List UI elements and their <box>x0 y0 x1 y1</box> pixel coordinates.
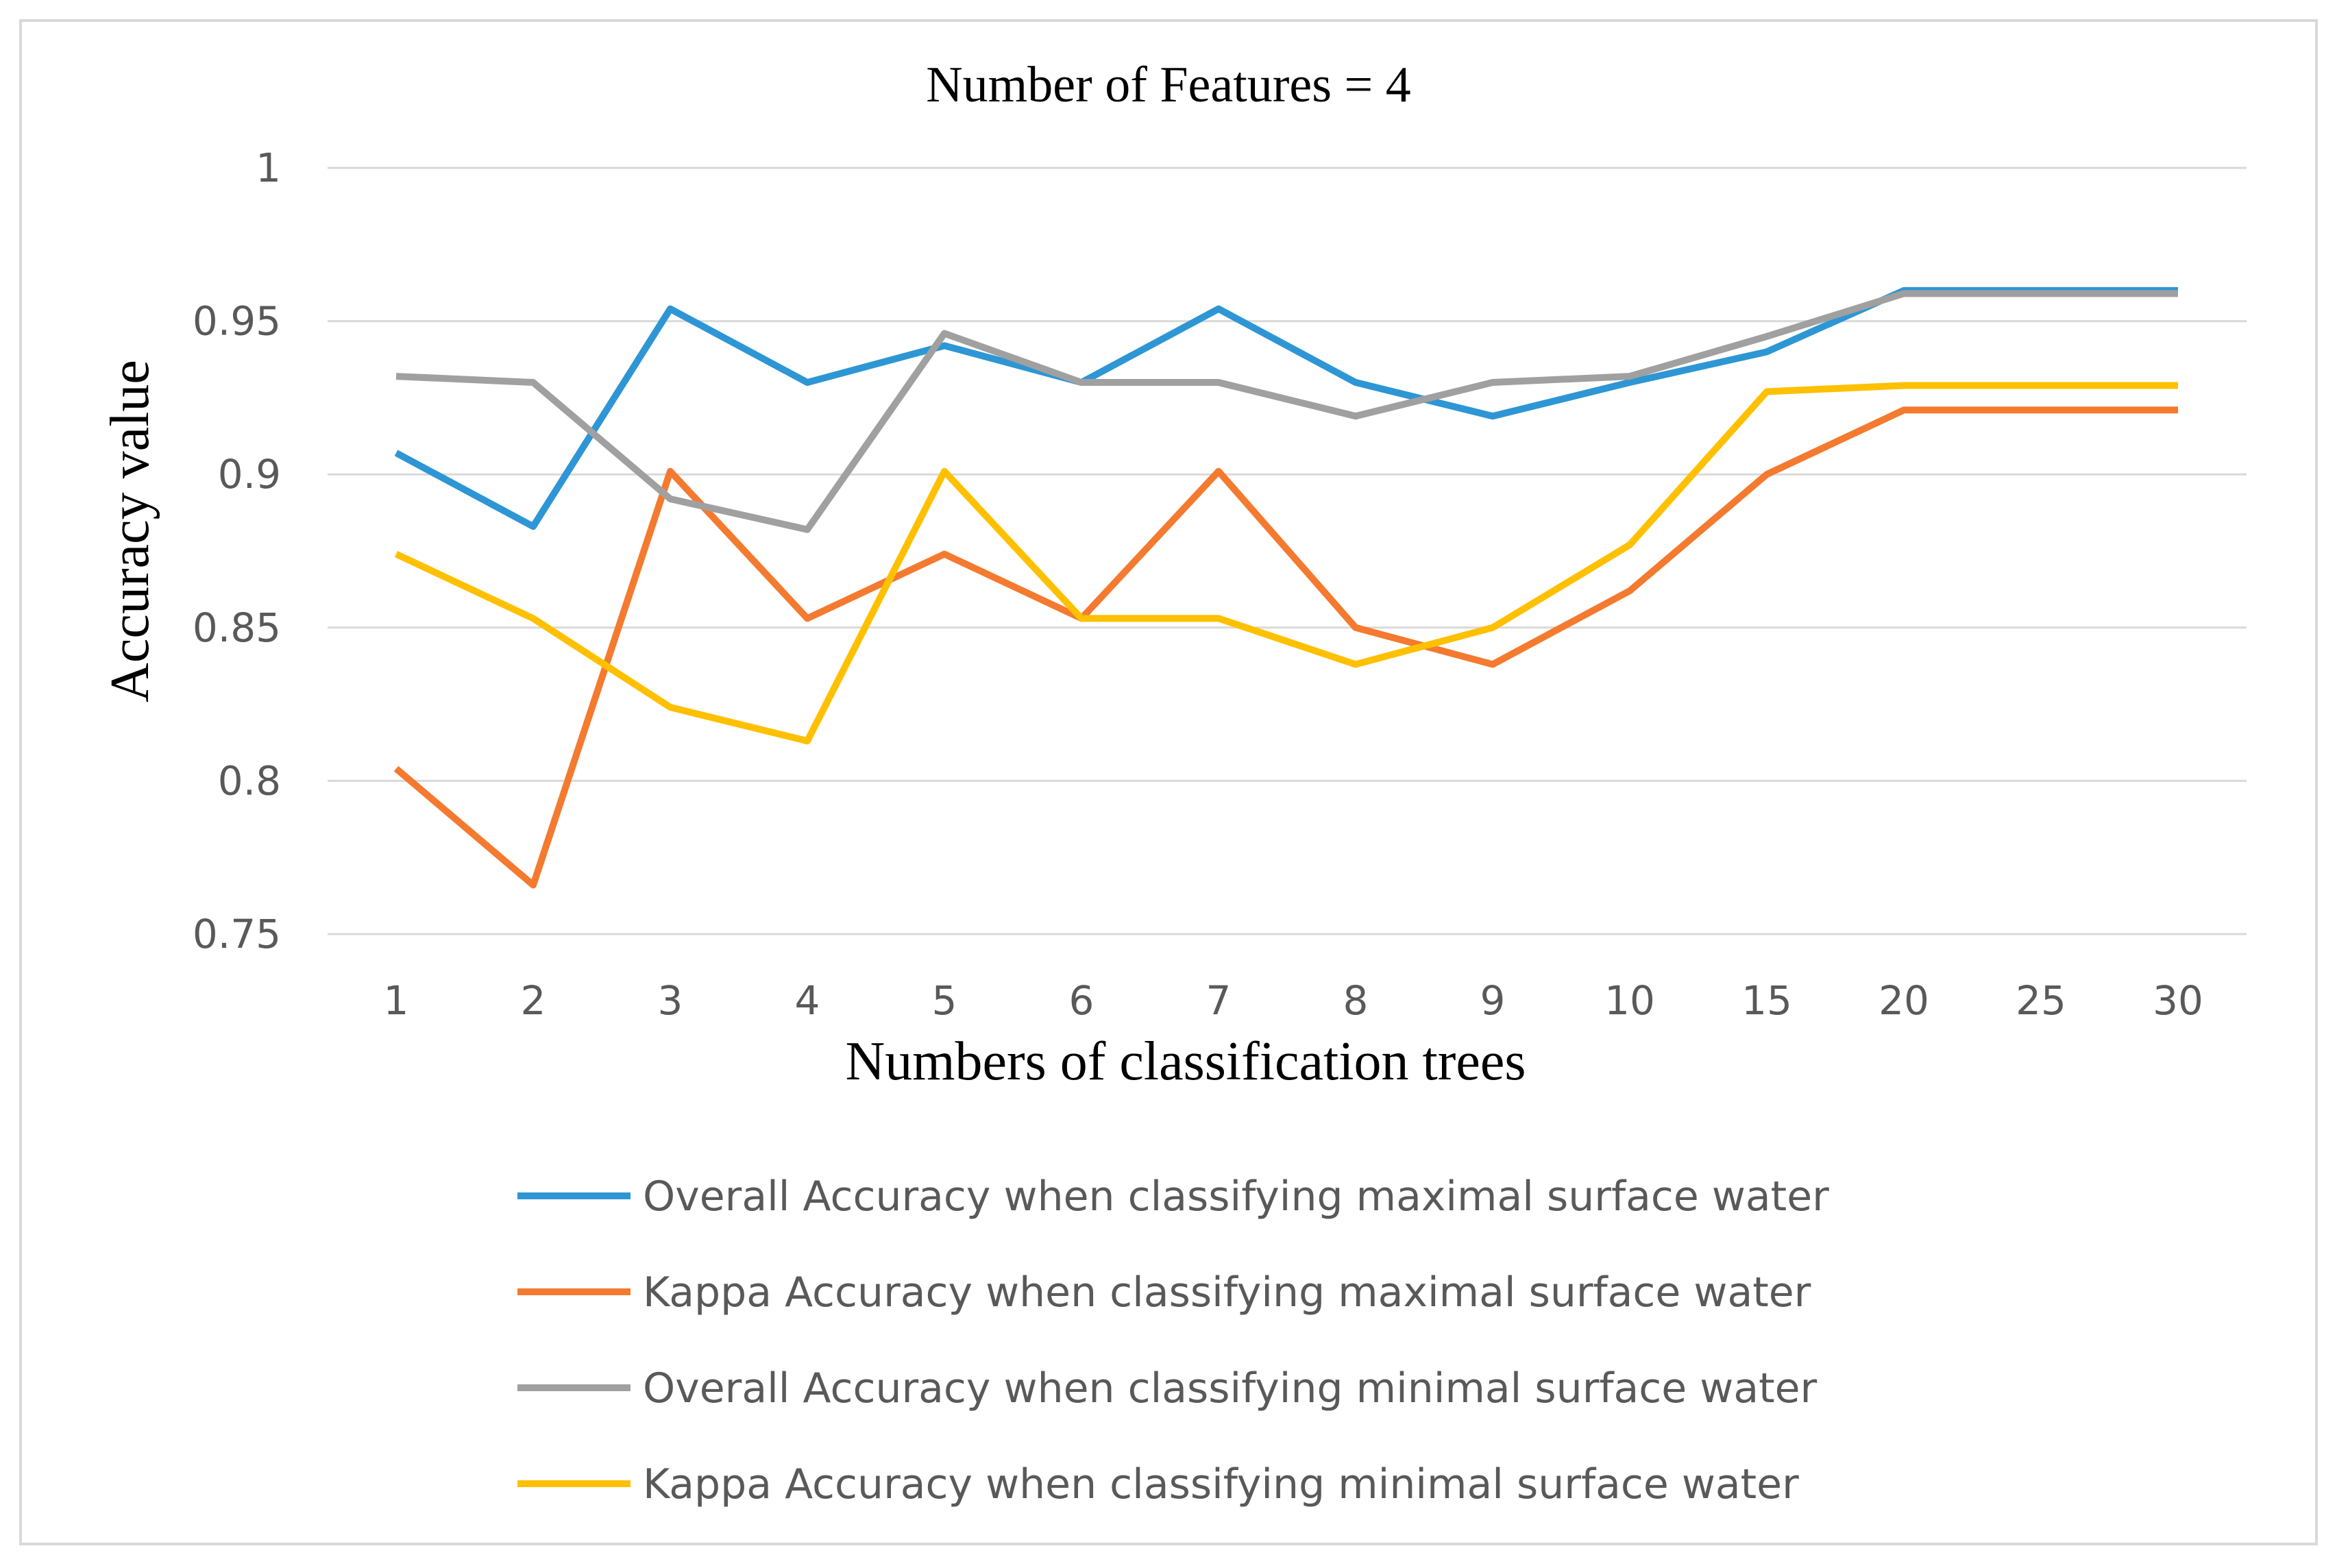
x-tick-label: 2 <box>521 977 546 1024</box>
legend-item: Overall Accuracy when classifying maxima… <box>517 1173 1829 1221</box>
legend-label: Overall Accuracy when classifying maxima… <box>643 1173 1829 1221</box>
y-tick-label: 0.95 <box>193 298 281 345</box>
chart-title: Number of Features = 4 <box>926 57 1411 113</box>
x-tick-label: 1 <box>384 977 409 1024</box>
y-tick-label: 0.85 <box>193 604 281 651</box>
y-tick-label: 0.75 <box>193 911 281 957</box>
legend-item: Kappa Accuracy when classifying minimal … <box>517 1460 1799 1508</box>
x-tick-label: 10 <box>1604 977 1655 1024</box>
x-tick-label: 4 <box>795 977 820 1024</box>
x-tick-label: 6 <box>1069 977 1094 1024</box>
y-tick-label: 1 <box>256 145 281 191</box>
x-tick-label: 25 <box>2016 977 2066 1024</box>
x-tick-label: 20 <box>1879 977 1929 1024</box>
legend-label: Kappa Accuracy when classifying maximal … <box>643 1269 1811 1316</box>
x-tick-label: 8 <box>1343 977 1369 1024</box>
legend-label: Kappa Accuracy when classifying minimal … <box>643 1460 1799 1508</box>
x-tick-label: 5 <box>932 977 957 1024</box>
y-axis-label: Accuracy value <box>100 360 160 702</box>
legend-item: Overall Accuracy when classifying minima… <box>517 1364 1818 1412</box>
legend-item: Kappa Accuracy when classifying maximal … <box>517 1269 1811 1316</box>
x-tick-label: 3 <box>658 977 683 1024</box>
x-tick-label: 9 <box>1480 977 1506 1024</box>
x-axis-label: Numbers of classification trees <box>845 1031 1526 1092</box>
x-tick-label: 7 <box>1206 977 1232 1024</box>
x-tick-label: 30 <box>2153 977 2203 1024</box>
y-tick-label: 0.8 <box>218 757 281 804</box>
legend-label: Overall Accuracy when classifying minima… <box>643 1364 1818 1412</box>
x-tick-label: 15 <box>1741 977 1792 1024</box>
y-tick-label: 0.9 <box>218 451 281 498</box>
